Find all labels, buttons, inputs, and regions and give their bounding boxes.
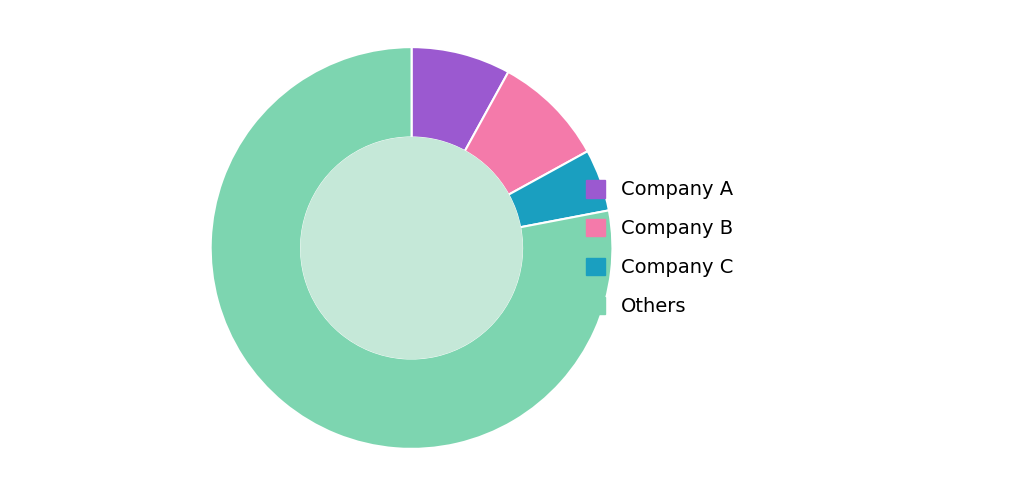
Wedge shape [412,47,508,151]
Wedge shape [508,151,609,227]
Wedge shape [465,72,588,195]
Circle shape [301,137,522,359]
Wedge shape [211,47,612,449]
Legend: Company A, Company B, Company C, Others: Company A, Company B, Company C, Others [578,172,741,324]
